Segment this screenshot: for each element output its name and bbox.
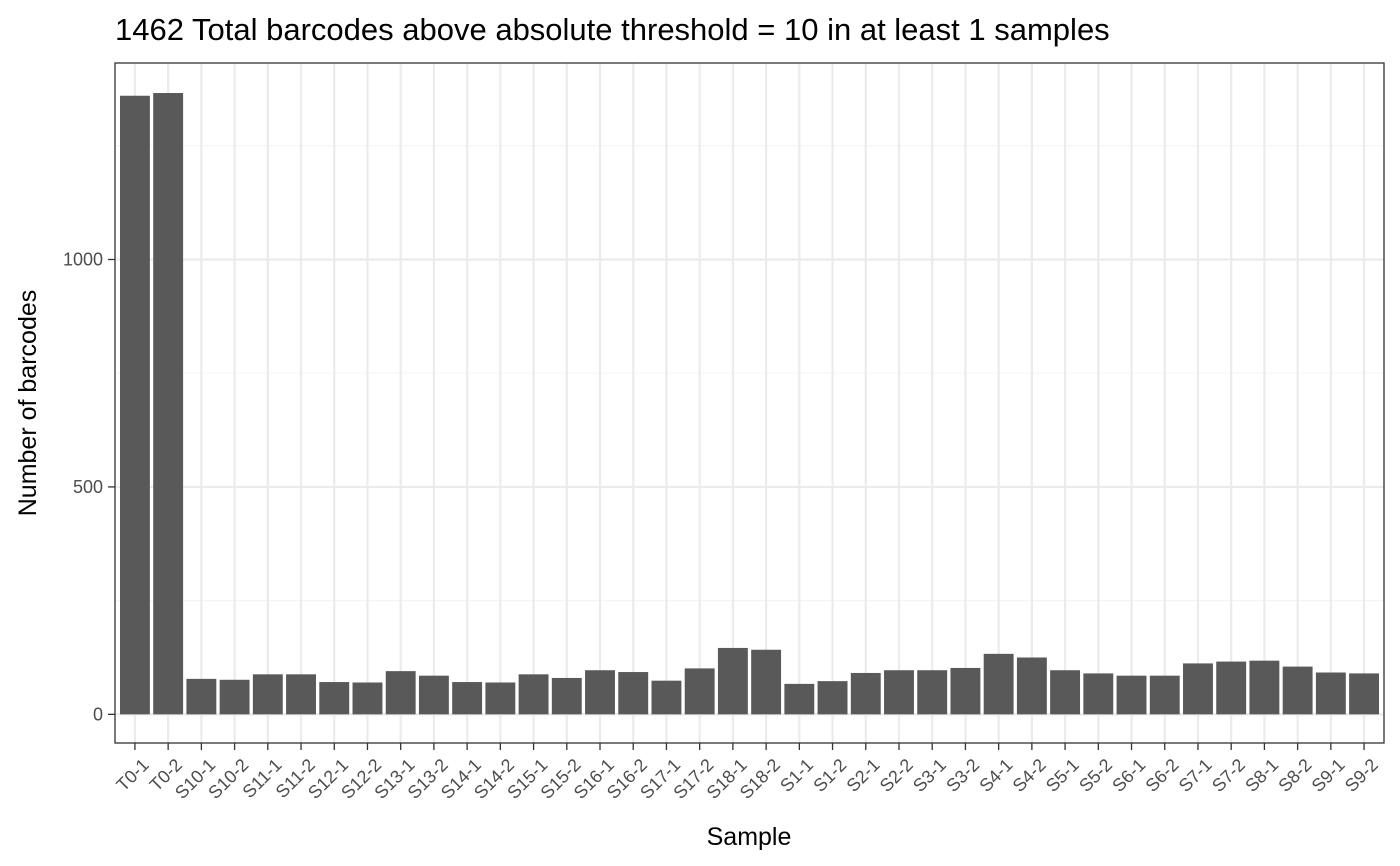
x-tick-label: T0-1 xyxy=(112,755,152,795)
x-tick-label: S7-2 xyxy=(1208,755,1249,796)
x-axis-title: Sample xyxy=(707,823,792,851)
bar-S2-2 xyxy=(884,670,914,715)
x-tick-label: S8-1 xyxy=(1241,755,1282,796)
y-tick-label: 500 xyxy=(73,477,103,497)
bar-S18-2 xyxy=(751,649,782,715)
bar-S15-2 xyxy=(551,677,582,715)
x-tick-label: S7-1 xyxy=(1175,755,1216,796)
bar-S8-2 xyxy=(1282,666,1313,715)
bar-S11-2 xyxy=(286,674,316,715)
bar-S3-1 xyxy=(917,670,948,715)
bar-S9-2 xyxy=(1349,673,1380,715)
bar-S6-2 xyxy=(1149,675,1180,715)
bar-S7-2 xyxy=(1216,661,1247,715)
x-tick-label: S5-1 xyxy=(1042,755,1083,796)
x-tick-label: S3-2 xyxy=(942,755,983,796)
bar-layer xyxy=(119,93,1380,715)
bar-S5-2 xyxy=(1083,673,1114,715)
bar-S15-1 xyxy=(518,674,549,715)
x-tick-label: S1-2 xyxy=(809,755,850,796)
x-tick-label: S6-1 xyxy=(1108,755,1149,796)
chart-title: 1462 Total barcodes above absolute thres… xyxy=(115,12,1110,47)
x-tick-label: S3-1 xyxy=(909,755,950,796)
bar-S7-1 xyxy=(1183,663,1213,715)
bar-T0-1 xyxy=(119,95,150,715)
bar-S17-2 xyxy=(684,668,715,715)
bar-S13-2 xyxy=(418,675,449,715)
y-axis-title: Number of barcodes xyxy=(14,290,42,517)
y-axis: 0 500 1000 xyxy=(63,249,115,724)
grid-layer xyxy=(115,63,1384,743)
bar-S1-1 xyxy=(784,683,815,715)
bar-S12-2 xyxy=(352,682,383,715)
bar-S6-1 xyxy=(1116,675,1147,715)
x-tick-label: S1-1 xyxy=(776,755,817,796)
x-axis: T0-1T0-2S10-1S10-2S11-1S11-2S12-1S12-2S1… xyxy=(112,743,1382,803)
bar-S4-1 xyxy=(983,653,1014,715)
bar-S14-2 xyxy=(485,682,516,715)
bar-S8-1 xyxy=(1249,660,1280,715)
x-tick-label: S5-2 xyxy=(1075,755,1116,796)
bar-S9-1 xyxy=(1315,672,1346,715)
y-tick-label: 0 xyxy=(93,704,103,724)
x-tick-label: S6-2 xyxy=(1142,755,1183,796)
bar-S4-2 xyxy=(1016,657,1047,715)
x-tick-label: S9-2 xyxy=(1341,755,1382,796)
bar-S14-1 xyxy=(452,682,483,715)
bar-T0-2 xyxy=(153,93,184,715)
bar-S17-1 xyxy=(651,680,682,715)
x-tick-label: S2-2 xyxy=(876,755,917,796)
bar-S10-1 xyxy=(186,678,217,715)
y-tick-label: 1000 xyxy=(63,249,103,269)
bar-S11-1 xyxy=(252,674,283,715)
x-tick-label: S4-2 xyxy=(1009,755,1050,796)
x-tick-label: S9-1 xyxy=(1308,755,1349,796)
x-tick-label: S8-2 xyxy=(1274,755,1315,796)
bar-S2-1 xyxy=(850,672,881,715)
bar-S16-2 xyxy=(618,672,649,715)
x-tick-label: S4-1 xyxy=(975,755,1016,796)
bar-S13-1 xyxy=(385,671,416,715)
bar-S1-2 xyxy=(817,681,848,715)
bar-S3-2 xyxy=(950,667,981,715)
bar-S10-2 xyxy=(219,679,250,715)
bar-S5-1 xyxy=(1050,670,1081,715)
bar-S16-1 xyxy=(585,670,615,715)
bar-S12-1 xyxy=(319,682,350,715)
x-tick-label: S2-1 xyxy=(843,755,884,796)
panel-border xyxy=(114,62,1385,744)
bar-S18-1 xyxy=(717,647,748,715)
